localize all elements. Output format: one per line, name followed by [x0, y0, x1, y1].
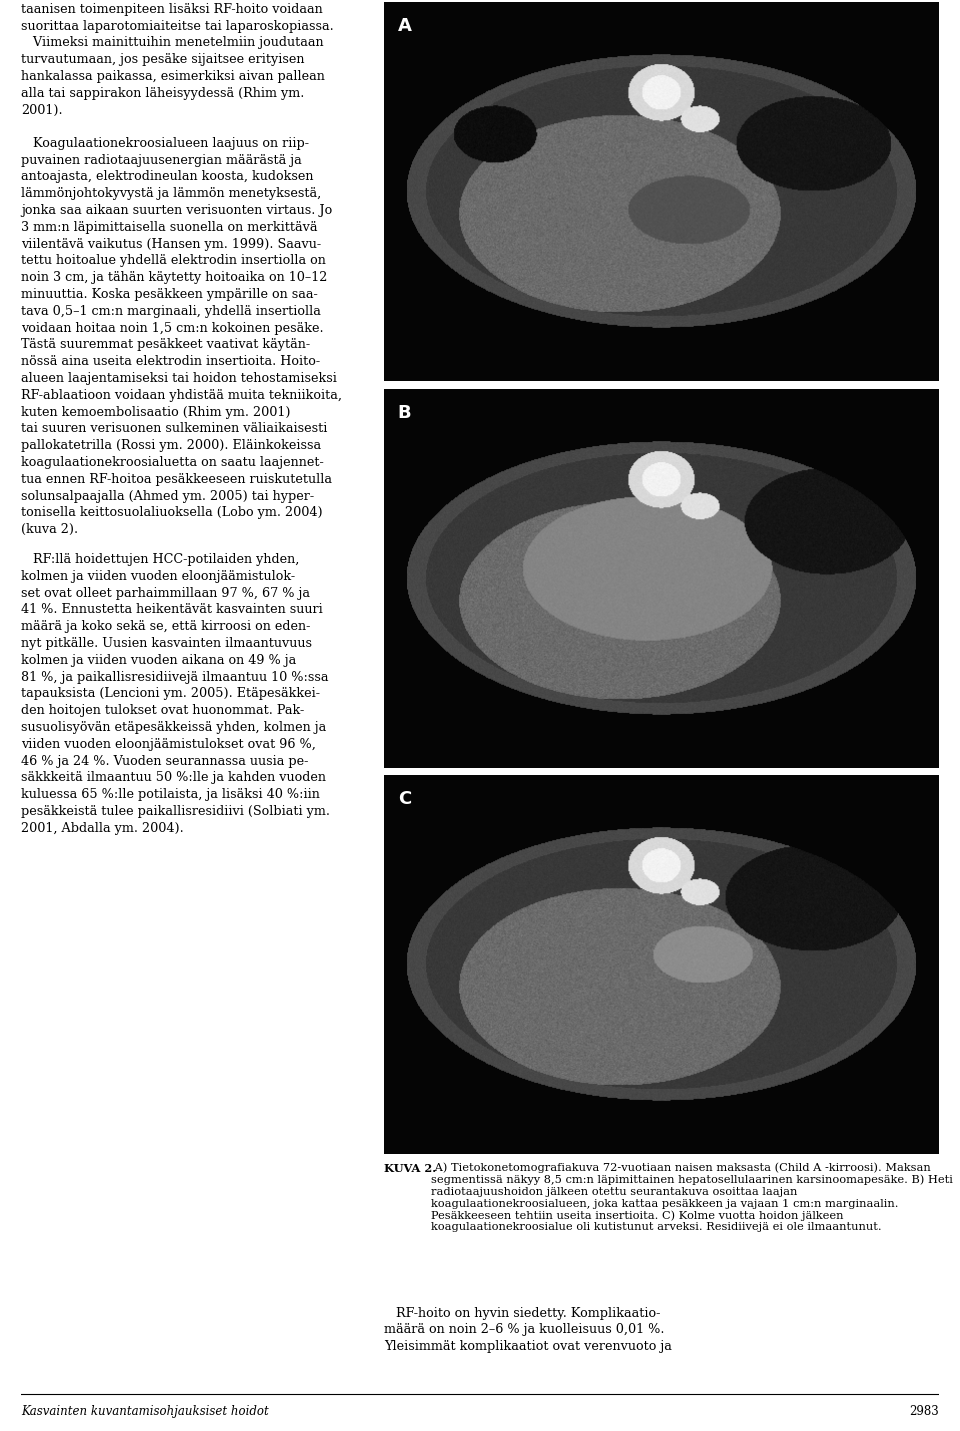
- Text: B: B: [397, 404, 412, 422]
- Text: Koagulaationekroosialueen laajuus on riip-
puvainen radiotaajuusenergian määräst: Koagulaationekroosialueen laajuus on rii…: [21, 137, 342, 537]
- Text: A) Tietokonetomografiakuva 72-vuotiaan naisen maksasta (Child A -kirroosi). Maks: A) Tietokonetomografiakuva 72-vuotiaan n…: [431, 1162, 953, 1232]
- Text: C: C: [397, 790, 411, 809]
- Text: RF:llä hoidettujen HCC-potilaiden yhden,
kolmen ja viiden vuoden eloonjäämistulo: RF:llä hoidettujen HCC-potilaiden yhden,…: [21, 552, 330, 834]
- Text: taanisen toimenpiteen lisäksi RF-hoito voidaan
suorittaa laparotomiaiteitse tai : taanisen toimenpiteen lisäksi RF-hoito v…: [21, 3, 334, 116]
- Text: Kasvainten kuvantamisohjauksiset hoidot: Kasvainten kuvantamisohjauksiset hoidot: [21, 1405, 269, 1418]
- Text: KUVA 2.: KUVA 2.: [384, 1162, 436, 1173]
- Text: RF-hoito on hyvin siedetty. Komplikaatio-
määrä on noin 2–6 % ja kuolleisuus 0,0: RF-hoito on hyvin siedetty. Komplikaatio…: [384, 1307, 672, 1354]
- Text: 2983: 2983: [909, 1405, 939, 1418]
- Text: A: A: [397, 17, 412, 36]
